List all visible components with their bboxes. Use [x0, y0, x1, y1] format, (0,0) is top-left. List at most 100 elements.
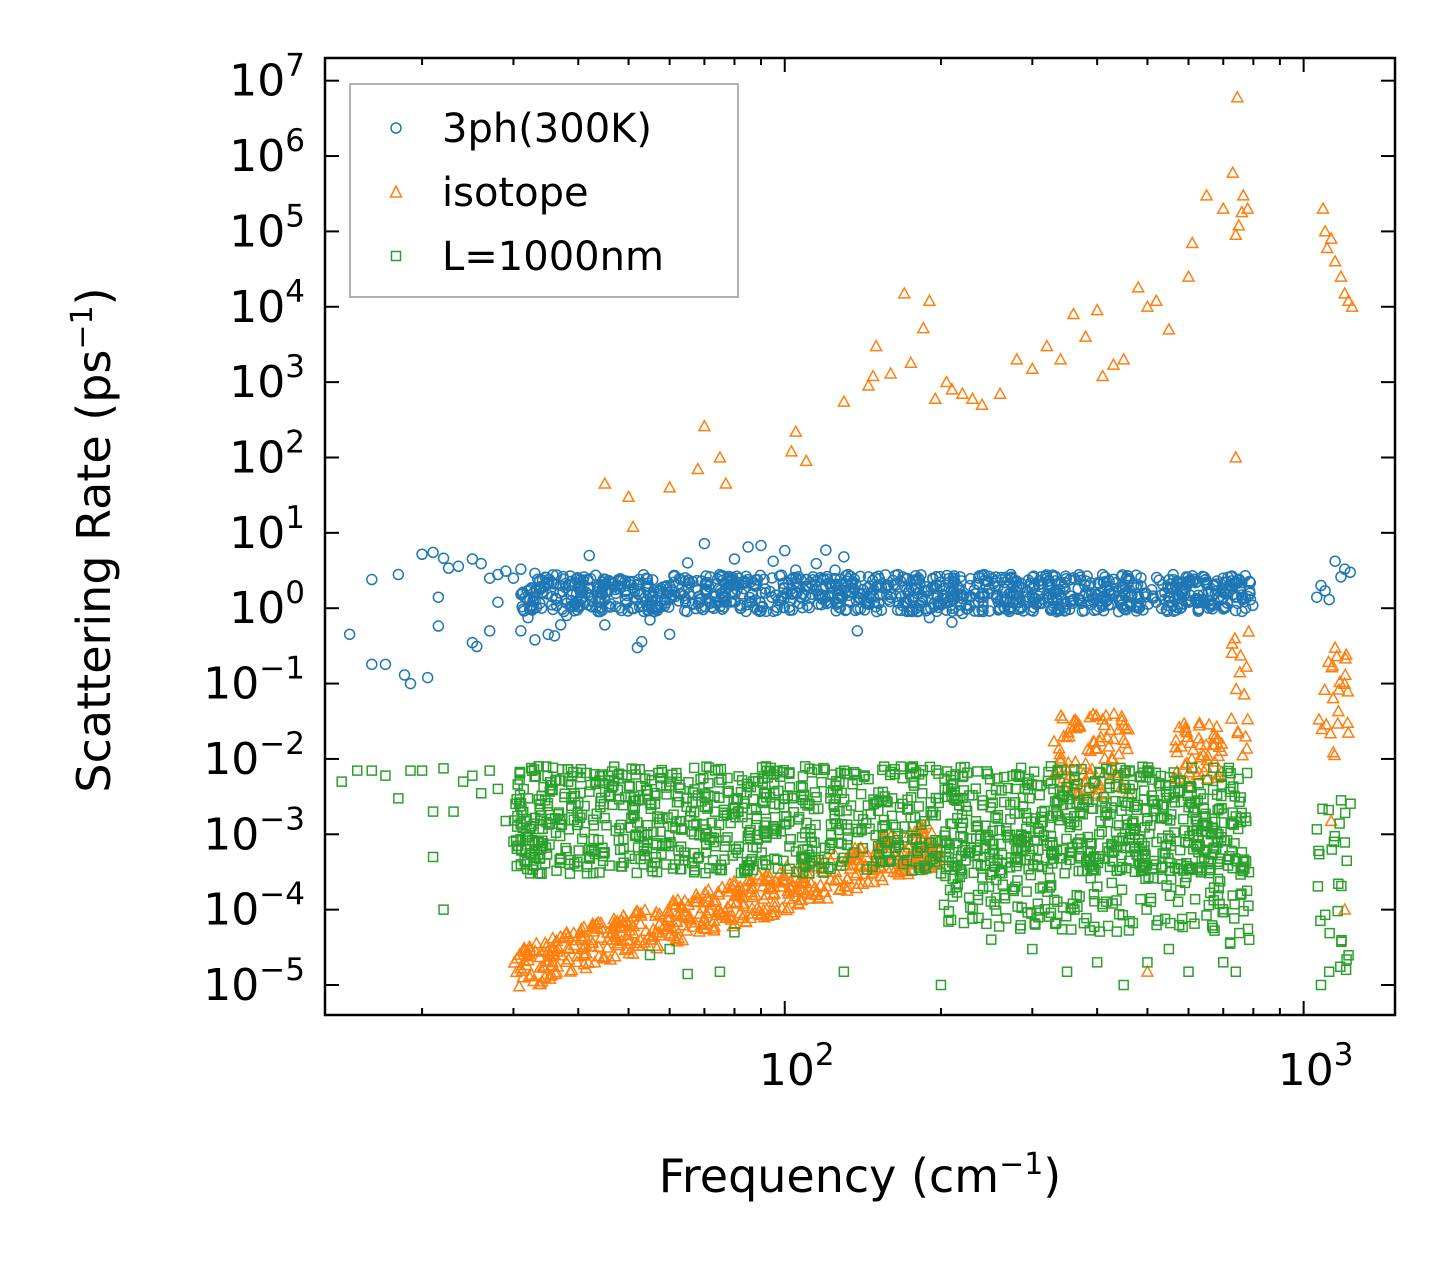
data-point	[1010, 581, 1023, 593]
data-point	[669, 931, 683, 945]
data-point	[528, 764, 540, 775]
data-point	[735, 786, 747, 798]
data-point	[570, 954, 584, 968]
data-point	[797, 771, 809, 782]
data-point	[913, 599, 926, 611]
data-point	[644, 932, 659, 945]
data-point	[1192, 718, 1207, 731]
data-point	[614, 823, 625, 834]
data-point	[1010, 845, 1022, 856]
data-point	[1213, 803, 1225, 815]
data-point	[648, 908, 663, 921]
data-point	[593, 596, 606, 608]
data-point	[724, 578, 736, 591]
data-point	[591, 915, 606, 928]
data-point	[1034, 883, 1046, 894]
data-point	[1201, 748, 1215, 762]
data-point	[983, 881, 995, 892]
data-point	[673, 572, 686, 585]
data-point	[967, 903, 979, 914]
data-point	[1185, 781, 1196, 792]
data-point	[1129, 823, 1140, 834]
data-point	[1192, 716, 1207, 729]
data-point	[1053, 588, 1065, 600]
data-point	[1197, 589, 1209, 601]
data-point	[589, 917, 604, 930]
data-point	[1089, 896, 1100, 907]
data-point	[762, 869, 777, 882]
data-point	[500, 815, 512, 827]
data-point	[1075, 853, 1086, 864]
data-point	[916, 775, 928, 786]
data-point	[1097, 751, 1112, 764]
data-point	[1062, 729, 1076, 742]
data-point	[1207, 922, 1219, 934]
data-point	[695, 774, 706, 785]
data-point	[1235, 205, 1249, 218]
data-point	[1329, 649, 1344, 662]
data-point	[1020, 808, 1032, 819]
data-point	[1328, 640, 1342, 653]
data-point	[1225, 817, 1237, 829]
data-point	[799, 580, 812, 593]
data-point	[1132, 602, 1144, 614]
data-point	[1127, 817, 1138, 829]
y-tick-label: 10−5	[203, 952, 305, 1011]
data-point	[1105, 808, 1116, 820]
data-point	[1128, 816, 1139, 827]
data-point	[933, 768, 944, 779]
data-point	[734, 884, 748, 897]
data-point	[913, 801, 925, 812]
data-point	[1199, 737, 1213, 751]
data-point	[1119, 586, 1131, 599]
data-point	[1212, 873, 1224, 885]
data-point	[1104, 778, 1115, 790]
data-point	[1140, 964, 1155, 977]
data-point	[529, 936, 544, 949]
data-point	[1112, 605, 1125, 618]
data-point	[529, 846, 540, 857]
data-point	[927, 806, 939, 818]
data-point	[1312, 881, 1324, 892]
data-point	[965, 391, 980, 404]
data-point	[1317, 803, 1328, 815]
data-point	[1043, 766, 1054, 778]
data-point	[1041, 572, 1053, 584]
data-point	[952, 853, 963, 865]
data-point	[864, 823, 875, 834]
data-point	[1074, 891, 1085, 902]
data-point	[1193, 737, 1208, 750]
data-point	[668, 570, 680, 583]
data-point	[598, 798, 610, 810]
data-point	[800, 573, 812, 586]
data-point	[853, 826, 864, 838]
data-point	[739, 914, 753, 927]
data-point	[662, 480, 677, 493]
data-point	[694, 830, 705, 841]
data-point	[716, 774, 727, 785]
data-point	[756, 902, 771, 916]
data-point	[1241, 624, 1256, 637]
data-point	[553, 807, 565, 818]
data-point	[1069, 904, 1080, 915]
data-point	[595, 796, 606, 807]
data-point	[1013, 771, 1025, 783]
data-point	[838, 765, 850, 776]
data-point	[903, 605, 916, 617]
data-point	[910, 767, 922, 778]
data-point	[1341, 725, 1356, 738]
data-point	[924, 761, 936, 773]
data-point	[526, 820, 537, 832]
data-point	[919, 815, 930, 827]
data-point	[744, 860, 755, 871]
data-point	[1331, 704, 1346, 717]
data-point	[927, 853, 939, 865]
data-point	[684, 912, 698, 925]
data-point	[1137, 761, 1148, 772]
data-point	[518, 943, 532, 956]
data-point	[706, 832, 717, 843]
data-point	[930, 571, 942, 583]
data-point	[755, 605, 767, 617]
data-point	[635, 635, 648, 648]
data-point	[1150, 571, 1163, 584]
